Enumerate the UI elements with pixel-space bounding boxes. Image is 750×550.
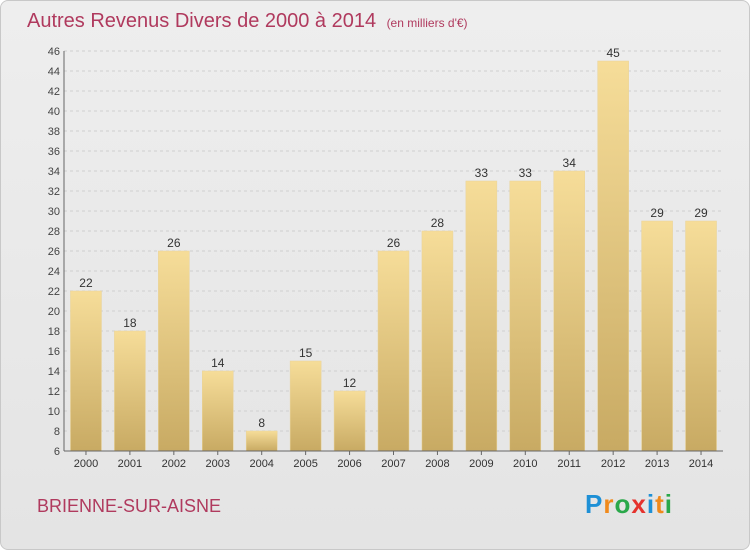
- y-tick-label: 6: [54, 446, 60, 458]
- bar-value-label: 26: [167, 236, 181, 250]
- bar: [465, 180, 498, 452]
- x-tick-label: 2012: [601, 458, 625, 470]
- x-tick-label: 2000: [74, 458, 98, 470]
- bar: [553, 170, 585, 452]
- x-tick-label: 2007: [381, 458, 405, 470]
- bar-value-label: 45: [606, 46, 620, 60]
- bar-value-label: 8: [258, 416, 265, 430]
- bar-value-label: 12: [343, 376, 357, 390]
- city-name: BRIENNE-SUR-AISNE: [37, 496, 222, 516]
- bar: [597, 60, 629, 452]
- x-tick-label: 2011: [557, 458, 581, 470]
- bar-value-label: 33: [475, 166, 489, 180]
- y-tick-label: 24: [48, 266, 60, 278]
- y-tick-label: 36: [48, 146, 60, 158]
- bar: [641, 220, 673, 452]
- y-tick-label: 18: [48, 326, 60, 338]
- bar-value-label: 18: [123, 316, 137, 330]
- x-tick-label: 2005: [293, 458, 317, 470]
- y-tick-label: 34: [48, 166, 60, 178]
- proxiti-logo: Proxiti: [585, 489, 673, 520]
- y-tick-label: 38: [48, 126, 60, 138]
- bar: [509, 180, 542, 452]
- bar: [202, 370, 234, 452]
- logo-letter: P: [585, 489, 604, 519]
- bar-value-label: 33: [519, 166, 533, 180]
- y-tick-label: 12: [48, 386, 60, 398]
- bar-value-label: 34: [563, 156, 577, 170]
- x-tick-label: 2013: [645, 458, 669, 470]
- x-tick-label: 2009: [469, 458, 493, 470]
- chart-title: Autres Revenus Divers de 2000 à 2014 (en…: [27, 10, 468, 33]
- logo-letter: x: [631, 489, 647, 519]
- bar-value-label: 15: [299, 346, 313, 360]
- bar-value-label: 22: [79, 276, 93, 290]
- y-tick-label: 28: [48, 226, 60, 238]
- x-tick-label: 2002: [162, 458, 186, 470]
- y-tick-label: 30: [48, 206, 60, 218]
- bar: [333, 390, 366, 452]
- y-tick-label: 32: [48, 186, 60, 198]
- logo-letter: o: [614, 489, 632, 519]
- x-tick-label: 2008: [425, 458, 449, 470]
- y-tick-label: 46: [48, 46, 60, 58]
- logo-letter: r: [603, 489, 615, 519]
- bar: [158, 250, 190, 452]
- logo-letter: i: [664, 489, 673, 519]
- y-tick-label: 14: [48, 366, 60, 378]
- x-tick-label: 2014: [689, 458, 713, 470]
- bar-value-label: 29: [694, 206, 708, 220]
- bar: [685, 220, 717, 452]
- logo-letter: t: [655, 489, 665, 519]
- y-tick-label: 10: [48, 406, 60, 418]
- bar-value-label: 28: [431, 216, 445, 230]
- x-tick-label: 2003: [206, 458, 230, 470]
- y-tick-label: 26: [48, 246, 60, 258]
- x-tick-label: 2010: [513, 458, 537, 470]
- y-tick-label: 8: [54, 426, 60, 438]
- y-tick-label: 20: [48, 306, 60, 318]
- bar-value-label: 26: [387, 236, 401, 250]
- x-tick-label: 2001: [118, 458, 142, 470]
- x-tick-label: 2006: [337, 458, 361, 470]
- bar-value-label: 29: [650, 206, 664, 220]
- bar: [70, 290, 102, 452]
- bar: [421, 230, 454, 452]
- x-tick-label: 2004: [249, 458, 273, 470]
- logo-letter: i: [646, 489, 656, 519]
- bar: [289, 360, 322, 452]
- bar: [114, 330, 146, 452]
- y-tick-label: 40: [48, 106, 60, 118]
- y-tick-label: 44: [48, 66, 60, 78]
- y-tick-label: 16: [48, 346, 60, 358]
- title-main: Autres Revenus Divers de 2000 à 2014: [27, 10, 377, 32]
- bar: [245, 430, 278, 452]
- title-unit: (en milliers d'€): [386, 16, 468, 30]
- y-tick-label: 22: [48, 286, 60, 298]
- y-tick-label: 42: [48, 86, 60, 98]
- bar: [377, 250, 410, 452]
- bar-value-label: 14: [211, 356, 225, 370]
